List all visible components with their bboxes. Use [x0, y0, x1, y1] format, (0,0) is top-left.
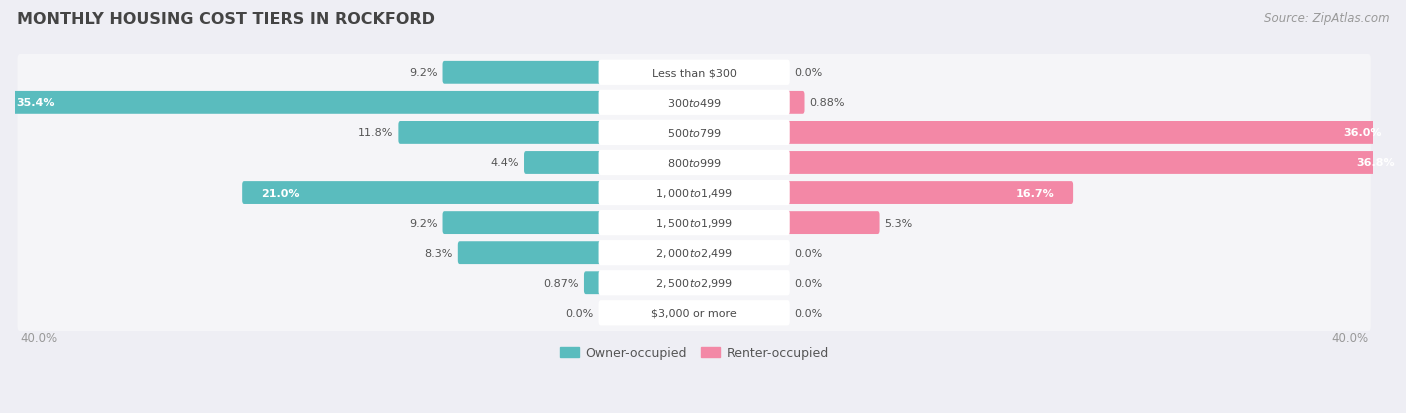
FancyBboxPatch shape [398, 122, 603, 145]
Text: $1,500 to $1,999: $1,500 to $1,999 [655, 216, 734, 230]
FancyBboxPatch shape [17, 235, 1371, 271]
Text: 8.3%: 8.3% [425, 248, 453, 258]
Text: 21.0%: 21.0% [262, 188, 299, 198]
FancyBboxPatch shape [17, 205, 1371, 241]
FancyBboxPatch shape [599, 150, 790, 176]
Text: 40.0%: 40.0% [20, 332, 58, 344]
Text: 16.7%: 16.7% [1015, 188, 1054, 198]
FancyBboxPatch shape [786, 122, 1400, 145]
Text: 9.2%: 9.2% [409, 68, 437, 78]
Text: 0.0%: 0.0% [565, 308, 593, 318]
Text: 0.0%: 0.0% [794, 308, 823, 318]
Text: $3,000 or more: $3,000 or more [651, 308, 737, 318]
Text: 0.87%: 0.87% [544, 278, 579, 288]
Text: $800 to $999: $800 to $999 [666, 157, 721, 169]
Text: 36.0%: 36.0% [1343, 128, 1382, 138]
Text: 35.4%: 35.4% [17, 98, 55, 108]
Legend: Owner-occupied, Renter-occupied: Owner-occupied, Renter-occupied [555, 342, 834, 364]
FancyBboxPatch shape [786, 182, 1073, 204]
Text: 0.0%: 0.0% [794, 68, 823, 78]
Text: $1,000 to $1,499: $1,000 to $1,499 [655, 187, 734, 199]
Text: Source: ZipAtlas.com: Source: ZipAtlas.com [1264, 12, 1389, 25]
FancyBboxPatch shape [443, 62, 603, 85]
FancyBboxPatch shape [786, 152, 1406, 174]
FancyBboxPatch shape [17, 145, 1371, 181]
Text: $2,000 to $2,499: $2,000 to $2,499 [655, 247, 734, 259]
FancyBboxPatch shape [17, 115, 1371, 152]
FancyBboxPatch shape [786, 212, 880, 235]
Text: Less than $300: Less than $300 [652, 68, 737, 78]
Text: 0.0%: 0.0% [794, 248, 823, 258]
Text: 4.4%: 4.4% [491, 158, 519, 168]
FancyBboxPatch shape [599, 90, 790, 116]
FancyBboxPatch shape [17, 265, 1371, 301]
Text: 40.0%: 40.0% [1331, 332, 1368, 344]
FancyBboxPatch shape [599, 300, 790, 325]
FancyBboxPatch shape [458, 242, 603, 264]
Text: $500 to $799: $500 to $799 [666, 127, 721, 139]
FancyBboxPatch shape [599, 180, 790, 206]
Text: 0.0%: 0.0% [794, 278, 823, 288]
Text: 36.8%: 36.8% [1357, 158, 1395, 168]
FancyBboxPatch shape [443, 212, 603, 235]
FancyBboxPatch shape [599, 121, 790, 146]
Text: 5.3%: 5.3% [884, 218, 912, 228]
FancyBboxPatch shape [599, 211, 790, 236]
FancyBboxPatch shape [599, 240, 790, 266]
FancyBboxPatch shape [599, 61, 790, 86]
FancyBboxPatch shape [17, 85, 1371, 121]
FancyBboxPatch shape [0, 92, 603, 114]
Text: MONTHLY HOUSING COST TIERS IN ROCKFORD: MONTHLY HOUSING COST TIERS IN ROCKFORD [17, 12, 434, 27]
FancyBboxPatch shape [599, 271, 790, 296]
Text: 0.88%: 0.88% [810, 98, 845, 108]
FancyBboxPatch shape [583, 272, 603, 294]
Text: 11.8%: 11.8% [359, 128, 394, 138]
FancyBboxPatch shape [524, 152, 603, 174]
FancyBboxPatch shape [17, 295, 1371, 331]
FancyBboxPatch shape [17, 175, 1371, 211]
Text: 9.2%: 9.2% [409, 218, 437, 228]
FancyBboxPatch shape [242, 182, 603, 204]
Text: $2,500 to $2,999: $2,500 to $2,999 [655, 277, 734, 290]
FancyBboxPatch shape [786, 92, 804, 114]
Text: $300 to $499: $300 to $499 [666, 97, 721, 109]
FancyBboxPatch shape [17, 55, 1371, 91]
